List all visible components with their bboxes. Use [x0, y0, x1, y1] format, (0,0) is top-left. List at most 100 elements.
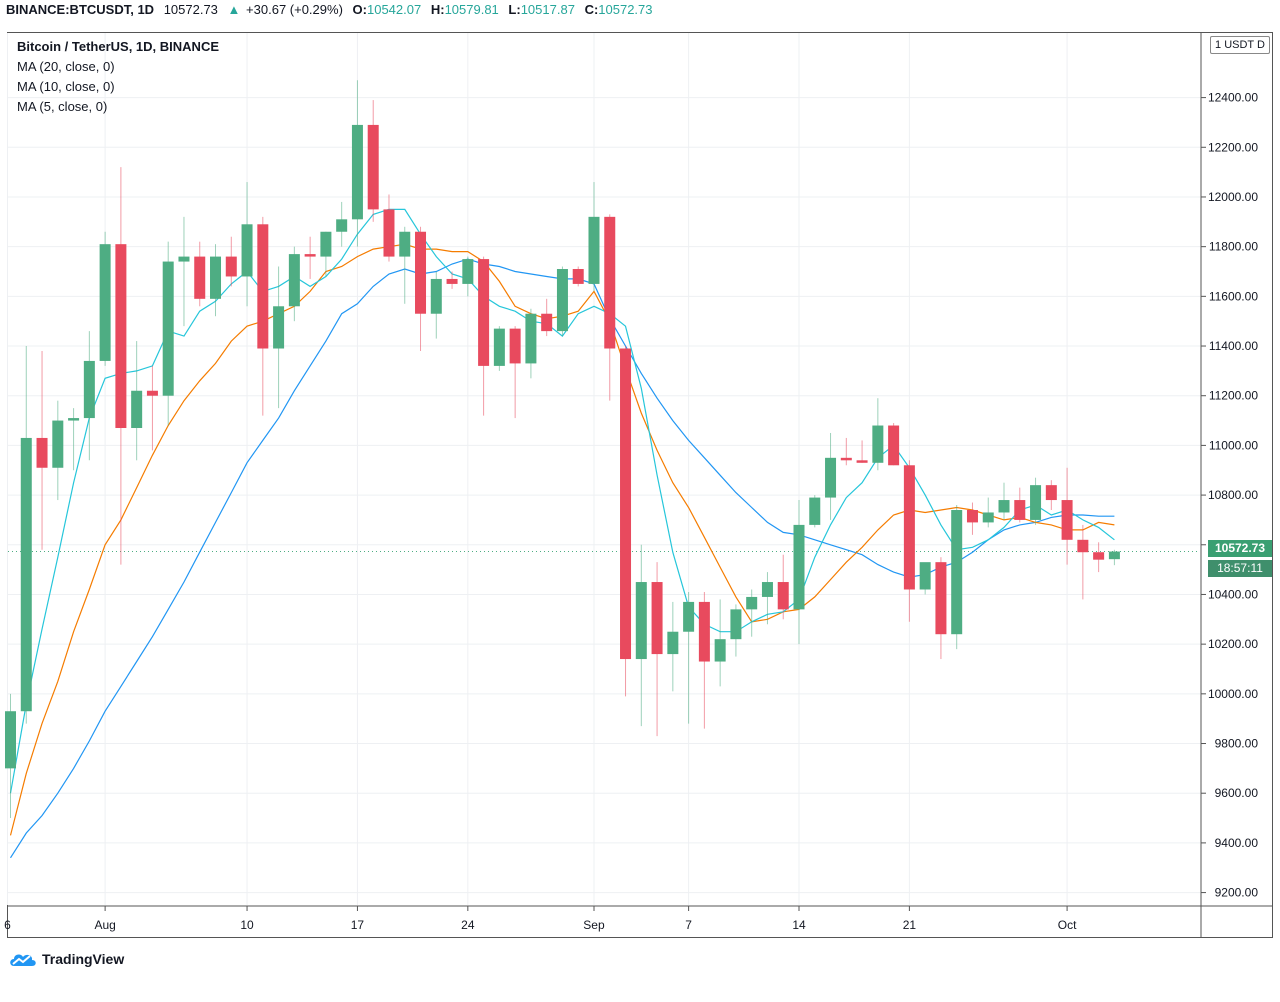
low-label: L:: [508, 2, 521, 17]
legend-title[interactable]: Bitcoin / TetherUS, 1D, BINANCE: [17, 39, 220, 54]
candle-down: [1061, 500, 1073, 540]
candle-up: [730, 609, 742, 640]
chart-legend: Bitcoin / TetherUS, 1D, BINANCE MA (20, …: [17, 37, 219, 117]
candle-up: [162, 261, 174, 396]
y-tick-label: 10800.00: [1208, 488, 1258, 502]
candle-down: [604, 216, 616, 349]
y-tick-label: 12400.00: [1208, 91, 1258, 105]
candle-up: [1108, 551, 1120, 560]
candle-up: [99, 244, 111, 361]
candle-up: [919, 562, 931, 590]
candle-up: [746, 596, 758, 610]
candle-down: [1077, 539, 1089, 553]
candle-up: [68, 418, 80, 421]
y-tick-label: 11200.00: [1209, 389, 1258, 403]
x-tick-label: 21: [903, 918, 917, 932]
candle-down: [888, 425, 900, 466]
last-price-tag: 10572.73: [1208, 540, 1272, 557]
close-label: C:: [584, 2, 599, 17]
ma5-line: [9, 208, 1115, 794]
close-value: 10572.73: [598, 2, 653, 17]
candle-up: [588, 216, 600, 284]
candle-up: [399, 231, 411, 257]
candle-up: [667, 631, 679, 655]
y-tick-label: 11000.00: [1209, 438, 1258, 452]
candle-up: [241, 224, 253, 277]
tradingview-cloud-icon: [10, 954, 36, 966]
candle-down: [36, 437, 48, 468]
candle-up: [635, 582, 647, 660]
y-tick-label: 9200.00: [1215, 886, 1259, 900]
legend-ma5[interactable]: MA (5, close, 0): [17, 99, 108, 114]
candle-down: [415, 231, 427, 314]
candle-up: [83, 360, 95, 419]
candle-layer: [5, 80, 1120, 819]
price-chart[interactable]: 9200.00 9400.00 9600.00 9800.00 10000.00 1020…: [0, 0, 1280, 945]
candle-up: [336, 219, 348, 232]
up-arrow-icon: ▲: [227, 2, 241, 17]
last-price: 10572.73: [163, 2, 218, 17]
y-tick-label: 12200.00: [1208, 140, 1258, 154]
candle-up: [809, 497, 821, 525]
tradingview-logo[interactable]: TradingView: [8, 949, 124, 969]
y-tick-label: 11800.00: [1209, 240, 1258, 254]
candle-down: [367, 124, 379, 210]
ma20-line: [9, 258, 1115, 859]
candle-down: [146, 390, 158, 396]
high-label: H:: [430, 2, 445, 17]
y-tick-label: 12000.00: [1208, 190, 1258, 204]
candle-up: [210, 256, 222, 299]
candle-up: [714, 639, 726, 662]
low-value: 10517.87: [520, 2, 575, 17]
candle-down: [257, 224, 269, 349]
candle-down: [446, 278, 458, 284]
candle-up: [793, 524, 805, 610]
candle-down: [1093, 552, 1105, 560]
candle-down: [115, 244, 127, 429]
candle-up: [20, 437, 32, 712]
x-tick-label: Sep: [583, 918, 605, 932]
candle-up: [178, 256, 190, 262]
x-tick-label: 14: [792, 918, 806, 932]
x-tick-label: Aug: [94, 918, 115, 932]
candle-down: [651, 582, 663, 655]
candle-up: [683, 601, 695, 632]
currency-scale-label[interactable]: 1 USDT D: [1210, 36, 1270, 54]
high-value: 10579.81: [444, 2, 499, 17]
y-tick-label: 9800.00: [1215, 737, 1259, 751]
open-label: O:: [352, 2, 367, 17]
candle-up: [430, 278, 442, 314]
candle-up: [273, 306, 285, 349]
candle-up: [525, 313, 537, 364]
candle-down: [903, 465, 915, 590]
candle-up: [131, 390, 143, 429]
axis-layer: 9200.00 9400.00 9600.00 9800.00 10000.00 1020…: [4, 33, 1272, 937]
candle-up: [872, 425, 884, 463]
y-tick-label: 9400.00: [1215, 836, 1259, 850]
candle-up: [1030, 485, 1042, 520]
y-tick-label: 11400.00: [1209, 339, 1258, 353]
x-tick-label: Oct: [1058, 918, 1077, 932]
candle-down: [194, 256, 206, 299]
candle-up: [998, 500, 1010, 513]
y-tick-label: 10000.00: [1208, 687, 1258, 701]
candle-up: [320, 231, 332, 257]
candle-up: [982, 512, 994, 523]
candle-up: [5, 711, 16, 769]
tradingview-label: TradingView: [42, 951, 125, 967]
x-tick-label: 10: [240, 918, 254, 932]
candle-down: [698, 601, 710, 662]
legend-ma10[interactable]: MA (10, close, 0): [17, 79, 115, 94]
x-tick-label: 7: [685, 918, 692, 932]
symbol-label[interactable]: BINANCE:BTCUSDT, 1D: [6, 2, 155, 17]
candle-up: [761, 582, 773, 597]
price-change: +30.67 (+0.29%): [246, 2, 343, 17]
candle-down: [225, 256, 237, 277]
candle-up: [825, 457, 837, 498]
candle-up: [52, 420, 64, 468]
candle-down: [840, 457, 852, 461]
legend-ma20[interactable]: MA (20, close, 0): [17, 59, 115, 74]
candle-down: [572, 269, 584, 284]
candle-down: [509, 328, 521, 364]
candle-down: [620, 348, 632, 660]
